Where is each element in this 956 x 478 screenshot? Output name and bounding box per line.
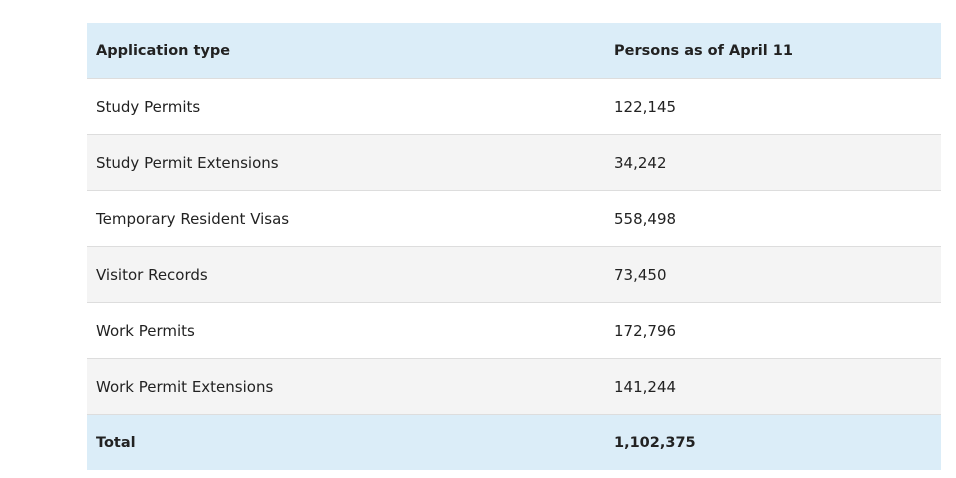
application-type-cell: Visitor Records	[87, 246, 605, 303]
header-application-type: Application type	[87, 23, 605, 79]
application-type-cell: Work Permits	[87, 302, 605, 359]
table-row: Work Permit Extensions 141,244	[87, 358, 941, 415]
header-persons: Persons as of April 11	[605, 23, 941, 79]
persons-cell: 172,796	[605, 302, 941, 359]
table-row: Visitor Records 73,450	[87, 246, 941, 303]
applications-table: Application type Persons as of April 11 …	[87, 23, 941, 470]
application-type-cell: Study Permit Extensions	[87, 134, 605, 191]
persons-cell: 122,145	[605, 78, 941, 135]
total-label: Total	[96, 434, 136, 451]
table-row: Work Permits 172,796	[87, 302, 941, 359]
persons-cell: 558,498	[605, 190, 941, 247]
table-header-row: Application type Persons as of April 11	[87, 23, 941, 79]
total-value: 1,102,375	[614, 434, 696, 451]
persons-cell: 34,242	[605, 134, 941, 191]
persons-cell: 73,450	[605, 246, 941, 303]
table-row: Study Permits 122,145	[87, 78, 941, 135]
table-row: Study Permit Extensions 34,242	[87, 134, 941, 191]
application-type-cell: Temporary Resident Visas	[87, 190, 605, 247]
persons-cell: 141,244	[605, 358, 941, 415]
application-type-cell: Study Permits	[87, 78, 605, 135]
table-total-row: Total 1,102,375	[87, 414, 941, 470]
application-type-cell: Work Permit Extensions	[87, 358, 605, 415]
table-row: Temporary Resident Visas 558,498	[87, 190, 941, 247]
